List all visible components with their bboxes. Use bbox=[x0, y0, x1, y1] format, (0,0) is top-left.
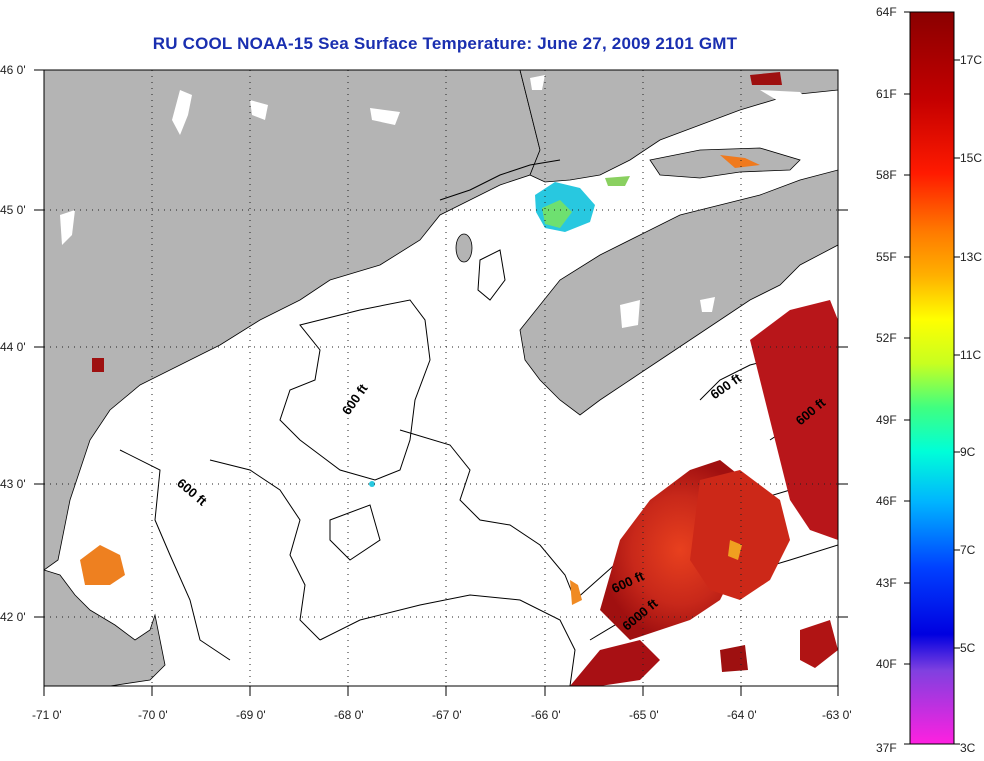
colorbar-c-label: 15C bbox=[960, 151, 982, 165]
lon-tick-label: -69 0' bbox=[236, 708, 266, 722]
colorbar-c-label: 5C bbox=[960, 641, 976, 655]
lat-tick-label: 46 0' bbox=[0, 63, 26, 77]
colorbar-c-label: 7C bbox=[960, 543, 976, 557]
inland-lake bbox=[620, 300, 640, 328]
sst-warm-patches bbox=[80, 72, 838, 686]
sst-cool-patch bbox=[369, 176, 630, 487]
inland-lake bbox=[172, 90, 192, 135]
inland-lake bbox=[250, 100, 268, 120]
colorbar-c-label: 9C bbox=[960, 445, 976, 459]
land-nova-scotia bbox=[519, 169, 838, 416]
lon-tick-label: -64 0' bbox=[727, 708, 757, 722]
lon-tick-label: -68 0' bbox=[334, 708, 364, 722]
colorbar-f-label: 58F bbox=[876, 168, 897, 182]
inland-lake bbox=[760, 90, 812, 108]
inland-lake bbox=[370, 108, 400, 125]
land-new-brunswick bbox=[519, 70, 838, 183]
lat-tick-label: 43 0' bbox=[0, 477, 26, 491]
inland-lake bbox=[60, 210, 75, 245]
lat-tick-label: 42 0' bbox=[0, 610, 26, 624]
lon-tick-label: -66 0' bbox=[531, 708, 561, 722]
colorbar-c-label: 11C bbox=[960, 348, 981, 362]
lat-tick-label: 44 0' bbox=[0, 340, 26, 354]
colorbar-f-label: 64F bbox=[876, 5, 897, 19]
sst-lake-warm bbox=[92, 358, 104, 372]
land-pei bbox=[649, 147, 801, 179]
colorbar-c-label: 17C bbox=[960, 53, 982, 67]
land-new-england bbox=[44, 70, 541, 571]
lat-tick-label: 45 0' bbox=[0, 203, 26, 217]
colorbar-c-label: 3C bbox=[960, 741, 976, 755]
inland-lake bbox=[530, 75, 545, 90]
colorbar-ticks bbox=[904, 11, 960, 745]
map-frame bbox=[43, 69, 839, 687]
lon-tick-label: -65 0' bbox=[629, 708, 659, 722]
colorbar-f-label: 61F bbox=[876, 87, 897, 101]
lon-tick-label: -71 0' bbox=[32, 708, 62, 722]
colorbar-f-label: 49F bbox=[876, 413, 897, 427]
axis-ticks bbox=[34, 69, 848, 696]
colorbar-f-label: 55F bbox=[876, 250, 897, 264]
colorbar-f-label: 40F bbox=[876, 657, 897, 671]
colorbar-c-label: 13C bbox=[960, 250, 982, 264]
lon-tick-label: -67 0' bbox=[432, 708, 462, 722]
lon-tick-label: -63 0' bbox=[822, 708, 852, 722]
colorbar-f-label: 52F bbox=[876, 331, 897, 345]
colorbar-f-label: 43F bbox=[876, 576, 897, 590]
land-grand-manan bbox=[455, 233, 473, 263]
lon-tick-label: -70 0' bbox=[138, 708, 168, 722]
inland-lake bbox=[700, 297, 715, 312]
colorbar-f-label: 37F bbox=[876, 741, 897, 755]
colorbar-f-label: 46F bbox=[876, 494, 897, 508]
graticule bbox=[44, 70, 838, 686]
colorbar-gradient bbox=[909, 11, 955, 745]
map-title: RU COOL NOAA-15 Sea Surface Temperature:… bbox=[152, 34, 738, 53]
